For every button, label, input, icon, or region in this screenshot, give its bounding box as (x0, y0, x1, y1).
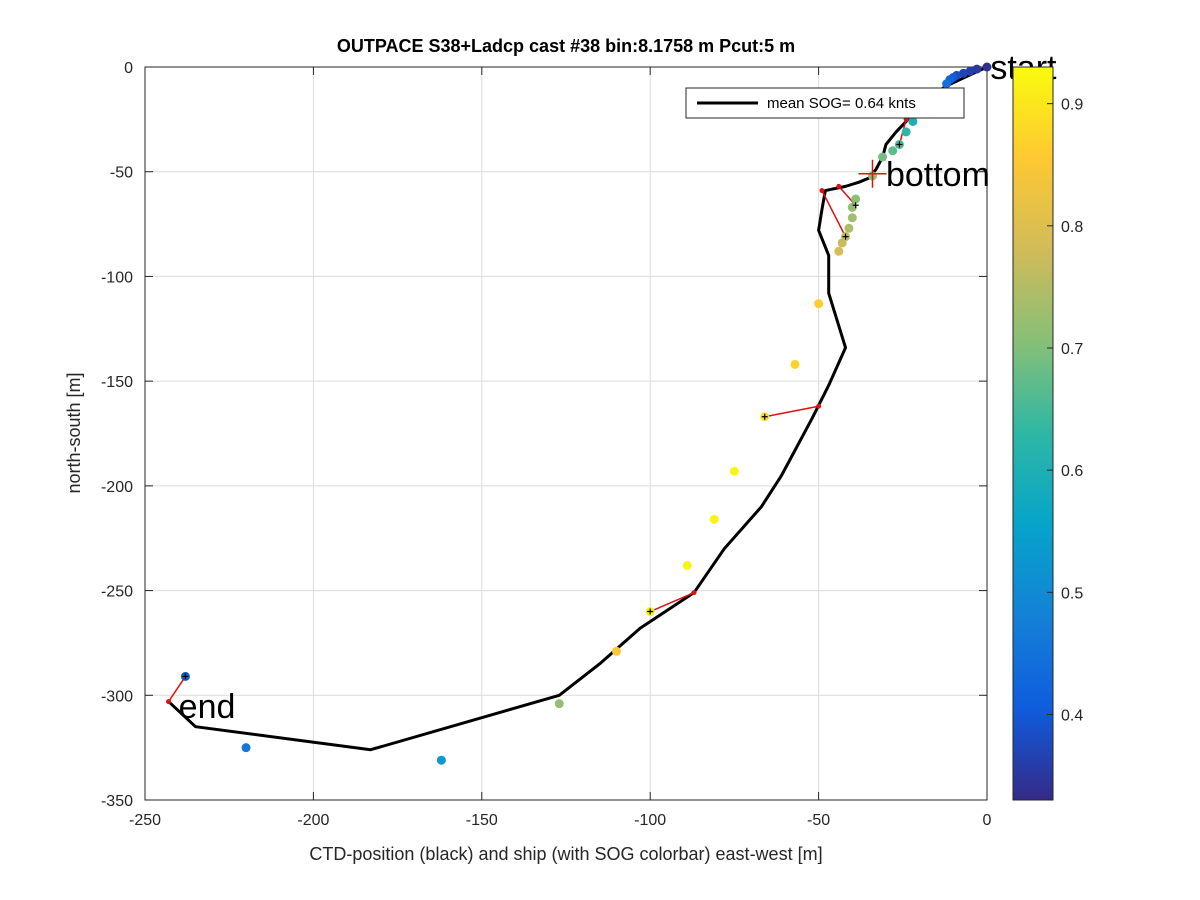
ship-position-point (844, 223, 854, 233)
x-tick-label: -250 (129, 812, 161, 829)
ship-positions (180, 62, 992, 765)
x-tick-label: -150 (466, 812, 498, 829)
ship-position-point (554, 699, 564, 709)
connector-line (764, 405, 819, 418)
colorbar-tick-label: 0.9 (1061, 97, 1083, 114)
legend: mean SOG= 0.64 knts (685, 87, 965, 119)
ctd-point-marker (816, 403, 822, 409)
colorbar-ticks: 0.4 0.5 0.6 0.7 0.8 0.9 (1047, 97, 1083, 724)
annotation-bottom: bottom (886, 156, 990, 194)
chart-title: OUTPACE S38+Ladcp cast #38 bin:8.1758 m … (337, 36, 795, 56)
annotation-end: end (179, 688, 236, 726)
ship-sample-marker (852, 202, 859, 209)
x-tick-label: 0 (983, 812, 992, 829)
ship-position-point (982, 62, 992, 72)
legend-label: mean SOG= 0.64 knts (767, 95, 916, 112)
y-tick-label: -350 (101, 793, 133, 810)
ship-position-point (837, 238, 847, 248)
ctd-point-marker (166, 699, 172, 705)
colorbar-tick-label: 0.5 (1061, 585, 1083, 602)
ship-position-point (790, 359, 800, 369)
ctd-point-marker (836, 183, 842, 189)
x-tick-label: -50 (807, 812, 830, 829)
y-tick-label: -200 (101, 479, 133, 496)
colorbar-tick-label: 0.4 (1061, 707, 1083, 724)
ship-position-point (682, 560, 692, 570)
ctd-point-marker (691, 590, 697, 596)
ship-sample-marker (182, 673, 189, 680)
ship-position-point (814, 299, 824, 309)
ship-position-point (888, 146, 898, 156)
y-tick-label: 0 (124, 60, 133, 77)
ship-position-point (851, 194, 861, 204)
ship-position-point (908, 116, 918, 126)
ship-position-point (878, 152, 888, 162)
y-tick-label: -50 (110, 165, 133, 182)
ship-position-point (241, 743, 251, 753)
y-tick-labels: 0 -50 -100 -150 -200 -250 -300 -350 (101, 60, 133, 810)
colorbar (1012, 66, 1054, 801)
ship-sample-marker (761, 413, 768, 420)
x-tick-label: -100 (634, 812, 666, 829)
y-tick-label: -100 (101, 269, 133, 286)
y-tick-label: -300 (101, 688, 133, 705)
colorbar-tick-label: 0.8 (1061, 219, 1083, 236)
ship-position-point (847, 213, 857, 223)
connector-line (167, 676, 187, 702)
axes-box (144, 66, 988, 801)
y-axis-label: north-south [m] (64, 372, 84, 493)
colorbar-tick-label: 0.7 (1061, 341, 1083, 358)
ship-position-point (834, 246, 844, 256)
x-tick-label: -200 (297, 812, 329, 829)
axes (144, 66, 988, 801)
ship-position-point (436, 755, 446, 765)
ctd-point-marker (819, 188, 825, 194)
ship-position-point (901, 127, 911, 137)
ship-position-point (942, 79, 952, 89)
x-axis-label: CTD-position (black) and ship (with SOG … (309, 844, 822, 864)
ship-sample-marker (647, 608, 654, 615)
bottom-marker (858, 159, 887, 188)
x-tick-labels: -250 -200 -150 -100 -50 0 (129, 812, 992, 829)
colorbar-tick-label: 0.6 (1061, 463, 1083, 480)
connector-line (821, 190, 847, 237)
ship-position-point (709, 514, 719, 524)
plot-area (145, 67, 987, 800)
ship-sample-marker (842, 233, 849, 240)
ship-position-point (612, 646, 622, 656)
connector-line (649, 591, 695, 613)
y-tick-label: -250 (101, 584, 133, 601)
ship-sample-marker (896, 141, 903, 148)
ship-position-point (729, 466, 739, 476)
y-tick-label: -150 (101, 374, 133, 391)
